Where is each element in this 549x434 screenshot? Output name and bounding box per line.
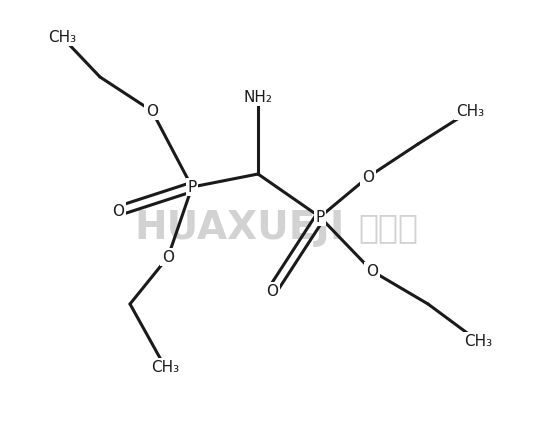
Text: CH₃: CH₃ bbox=[464, 334, 492, 349]
Text: O: O bbox=[366, 264, 378, 279]
Text: O: O bbox=[362, 170, 374, 185]
Text: CH₃: CH₃ bbox=[48, 30, 76, 46]
Text: NH₂: NH₂ bbox=[244, 90, 272, 105]
Text: O: O bbox=[146, 104, 158, 119]
Text: 化学加: 化学加 bbox=[358, 211, 418, 244]
Text: O: O bbox=[162, 250, 174, 265]
Text: CH₃: CH₃ bbox=[151, 360, 179, 375]
Text: P: P bbox=[315, 210, 324, 225]
Text: O: O bbox=[112, 204, 124, 219]
Text: O: O bbox=[266, 284, 278, 299]
Text: CH₃: CH₃ bbox=[456, 104, 484, 119]
Text: HUAXUEJI: HUAXUEJI bbox=[135, 208, 345, 247]
Text: P: P bbox=[187, 180, 197, 195]
